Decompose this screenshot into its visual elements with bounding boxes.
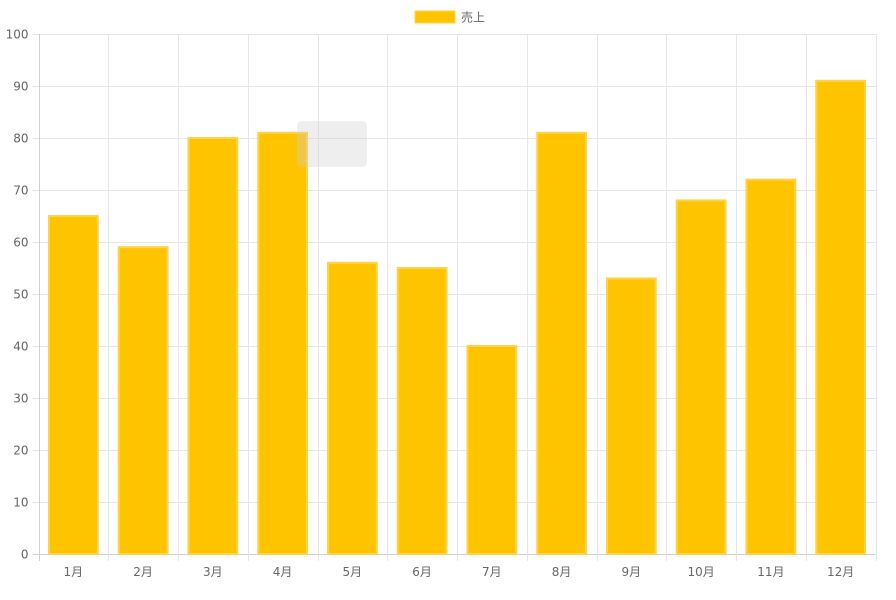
legend-label[interactable]: 売上 [461,10,485,25]
tooltip [297,121,367,167]
y-tick-label: 20 [13,444,28,458]
bars [47,79,867,556]
bar[interactable] [466,345,518,555]
legend-swatch[interactable] [414,10,456,24]
grid-lines [32,34,877,561]
bar[interactable] [745,178,797,555]
x-tick-label: 2月 [133,565,153,579]
x-tick-label: 4月 [273,565,293,579]
x-tick-label: 5月 [343,565,363,579]
bar[interactable] [675,199,727,555]
axes: 0 10 20 30 40 50 60 70 80 90 100 1月 2月 3月 4月 5月 6月 7月 8月 9月… [6,28,855,580]
x-tick-label: 10月 [687,565,714,579]
x-tick-label: 11月 [757,565,784,579]
bar[interactable] [326,261,378,555]
y-tick-label: 100 [6,28,29,42]
tooltip-box [297,121,367,167]
bar[interactable] [257,131,309,556]
y-tick-label: 10 [13,496,28,510]
x-tick-label: 9月 [622,565,642,579]
x-tick-label: 3月 [203,565,223,579]
x-tick-label: 12月 [827,565,854,579]
x-tick-label: 6月 [412,565,432,579]
bar[interactable] [187,137,239,555]
bar[interactable] [396,267,448,555]
y-tick-label: 30 [13,392,28,406]
legend[interactable]: 売上 [414,10,485,25]
x-tick-label: 8月 [552,565,572,579]
y-tick-label: 40 [13,340,28,354]
y-tick-label: 90 [13,80,28,94]
bar[interactable] [536,131,588,556]
bar[interactable] [47,215,99,555]
bar[interactable] [117,246,169,555]
y-tick-label: 70 [13,184,28,198]
y-tick-label: 80 [13,132,28,146]
x-tick-label: 7月 [482,565,502,579]
y-tick-label: 0 [21,548,29,562]
y-tick-label: 60 [13,236,28,250]
y-tick-label: 50 [13,288,28,302]
x-tick-label: 1月 [64,565,84,579]
bar[interactable] [605,277,657,555]
bar[interactable] [815,79,867,556]
